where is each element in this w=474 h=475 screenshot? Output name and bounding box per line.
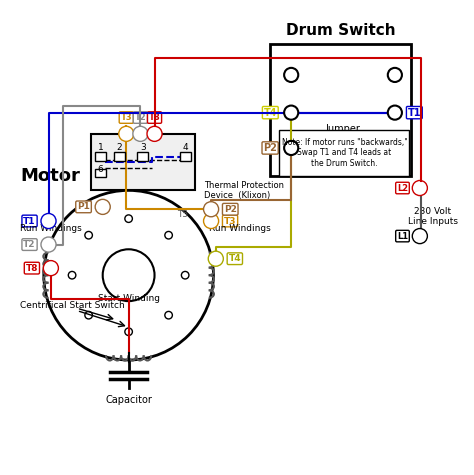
Circle shape xyxy=(125,328,132,335)
Circle shape xyxy=(85,231,92,239)
Text: T4: T4 xyxy=(228,254,241,263)
Text: T3: T3 xyxy=(224,217,237,226)
Text: T2: T2 xyxy=(23,240,36,249)
Text: 230 Volt
Line Inputs: 230 Volt Line Inputs xyxy=(408,207,457,226)
Text: Run Windings: Run Windings xyxy=(20,224,82,233)
Circle shape xyxy=(284,68,298,82)
Text: T4: T4 xyxy=(264,108,277,118)
Circle shape xyxy=(103,249,155,301)
Text: L1: L1 xyxy=(397,232,408,240)
FancyBboxPatch shape xyxy=(180,152,191,161)
Text: Centrifical Start Switch: Centrifical Start Switch xyxy=(20,301,125,310)
Circle shape xyxy=(284,105,298,120)
FancyBboxPatch shape xyxy=(95,169,106,177)
Text: Run Windings: Run Windings xyxy=(209,224,271,233)
Text: T5: T5 xyxy=(177,210,188,219)
Circle shape xyxy=(43,261,58,276)
Circle shape xyxy=(41,213,56,228)
Text: 1: 1 xyxy=(98,143,103,152)
Circle shape xyxy=(165,231,173,239)
FancyBboxPatch shape xyxy=(95,152,106,161)
Circle shape xyxy=(182,271,189,279)
FancyBboxPatch shape xyxy=(270,44,411,176)
Circle shape xyxy=(208,251,223,266)
Circle shape xyxy=(203,202,219,217)
Circle shape xyxy=(284,141,298,155)
Text: Capacitor: Capacitor xyxy=(105,395,152,405)
Text: Thermal Protection
Device  (Klixon): Thermal Protection Device (Klixon) xyxy=(204,180,284,200)
Text: P2: P2 xyxy=(263,143,277,153)
Circle shape xyxy=(412,180,428,196)
Text: Jumper: Jumper xyxy=(326,124,360,134)
Text: 6: 6 xyxy=(98,165,103,174)
Text: Motor: Motor xyxy=(20,167,80,185)
Circle shape xyxy=(203,213,219,228)
Circle shape xyxy=(95,200,110,214)
FancyBboxPatch shape xyxy=(91,134,195,190)
Text: 4: 4 xyxy=(182,143,188,152)
Text: L2: L2 xyxy=(397,183,408,192)
Circle shape xyxy=(147,126,162,142)
Circle shape xyxy=(44,190,213,360)
Circle shape xyxy=(165,312,173,319)
Circle shape xyxy=(133,126,148,142)
FancyBboxPatch shape xyxy=(114,152,125,161)
Text: T2: T2 xyxy=(135,113,146,122)
Circle shape xyxy=(388,68,402,82)
Circle shape xyxy=(41,237,56,252)
Text: T8: T8 xyxy=(26,264,38,273)
Text: P2: P2 xyxy=(224,205,237,214)
FancyBboxPatch shape xyxy=(279,130,409,176)
Circle shape xyxy=(118,126,134,142)
Text: T1: T1 xyxy=(23,217,36,226)
Text: Start Winding: Start Winding xyxy=(98,294,160,303)
Text: 2: 2 xyxy=(117,143,122,152)
Text: T1: T1 xyxy=(408,108,421,118)
Circle shape xyxy=(388,105,402,120)
Circle shape xyxy=(412,228,428,244)
FancyBboxPatch shape xyxy=(137,152,148,161)
Text: 3: 3 xyxy=(140,143,146,152)
Text: T8: T8 xyxy=(149,113,160,122)
Circle shape xyxy=(85,312,92,319)
Text: Drum Switch: Drum Switch xyxy=(286,23,395,38)
Text: P1: P1 xyxy=(77,202,90,211)
Circle shape xyxy=(125,215,132,222)
Circle shape xyxy=(68,271,76,279)
Text: T3: T3 xyxy=(120,113,132,122)
Text: Note: If motor runs "backwards,"
Swap T1 and T4 leads at
the Drum Switch.: Note: If motor runs "backwards," Swap T1… xyxy=(282,138,407,168)
